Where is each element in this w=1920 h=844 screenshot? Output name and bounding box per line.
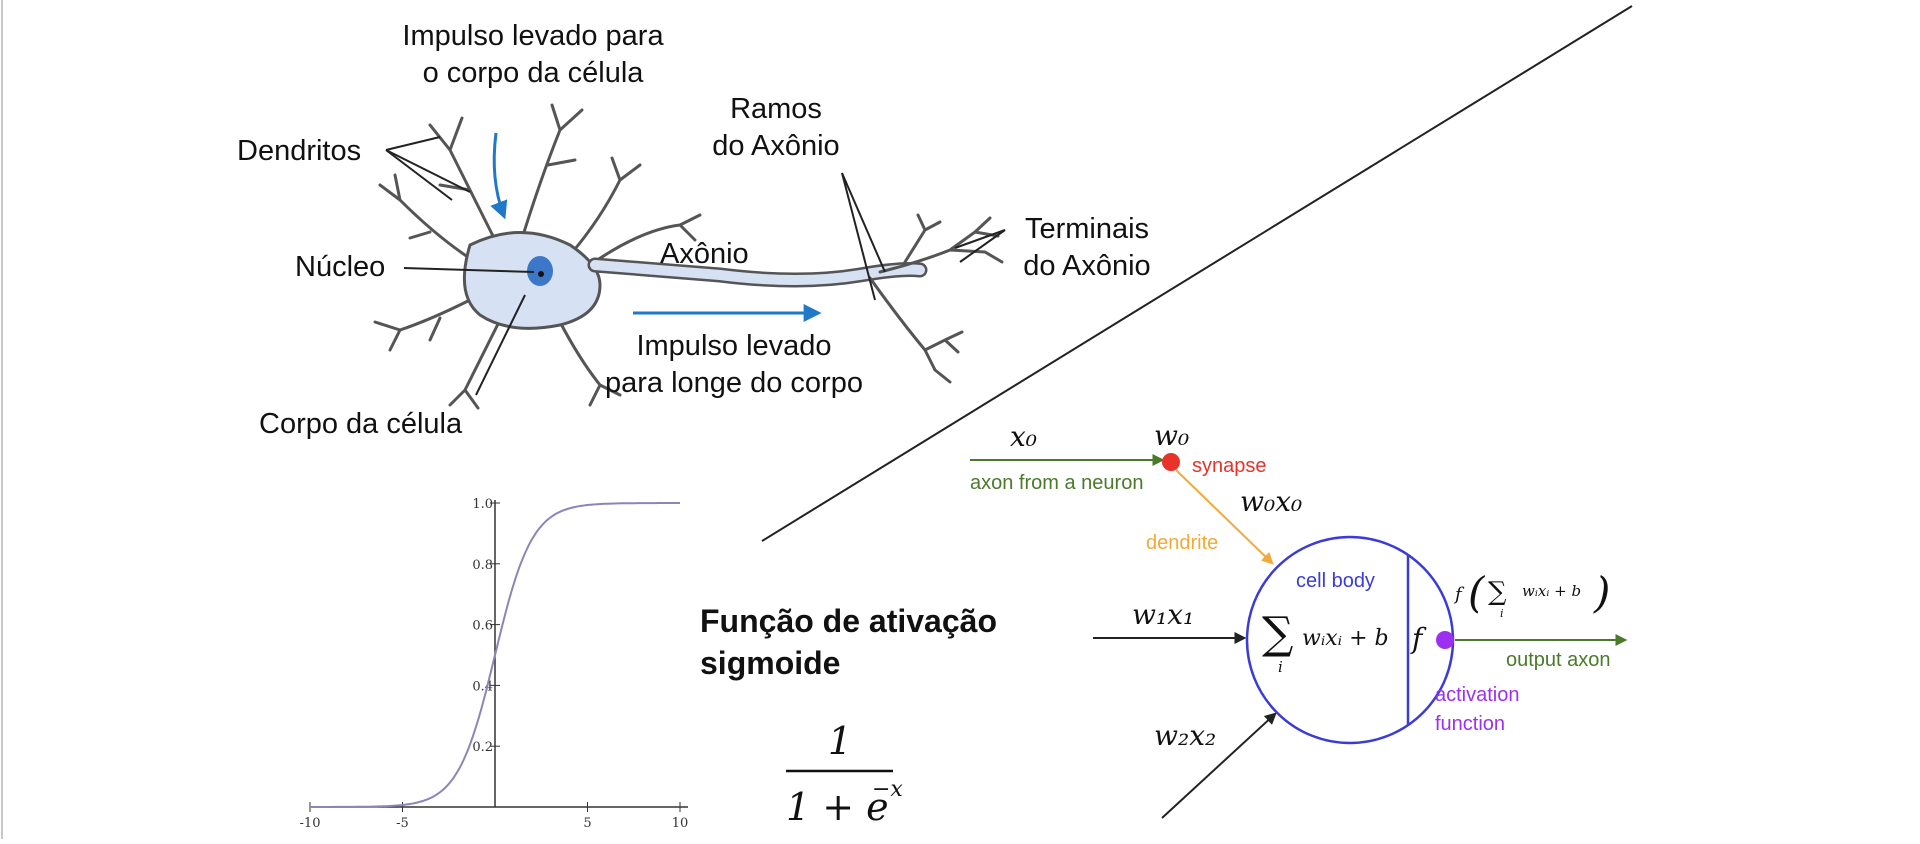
activation-f: f [1410,622,1427,655]
dendrites-label: Dendritos [237,135,361,167]
axon-terminals-label-2: do Axônio [1023,250,1150,282]
output-sum-symbol: ∑ [1488,577,1507,607]
formula-exponent: −x [872,777,903,802]
sum-symbol: ∑ [1262,608,1293,659]
x-tick-label: -10 [300,816,321,831]
label-x0: x₀ [1010,420,1037,453]
sigmoid-formula: 1 1 + e −x [786,719,903,829]
activation-dot [1436,631,1454,649]
label-w1x1: w₁x₁ [1132,598,1194,631]
nucleus-shape [527,256,553,286]
label-w2x2: w₂x₂ [1154,719,1216,752]
nucleus-label: Núcleo [295,251,385,283]
output-sum-index: i [1500,607,1504,620]
activation-function-label-2: function [1435,713,1505,735]
dendrite-line [1175,469,1274,565]
y-tick-label: 0.8 [472,558,493,573]
impulse-out-label-1: Impulso levado [636,330,831,362]
x-tick-label: 10 [672,816,689,831]
formula-numerator: 1 [828,719,852,763]
label-w0x0: w₀x₀ [1240,485,1302,518]
output-paren-left: ( [1468,568,1486,617]
sigmoid-chart: -10 -5 5 10 0.2 0.4 0.6 0.8 1.0 [300,497,689,831]
axon-branches-label-2: do Axônio [712,130,839,162]
activation-heading: Função de ativação sigmoide [700,600,997,684]
biological-neuron: Impulso levado para o corpo da célula De… [237,20,1151,440]
axon-label: Axônio [660,238,749,270]
y-tick-label: 0.2 [472,740,493,755]
activation-heading-line-1: Função de ativação [700,603,997,639]
output-axon-label: output axon [1506,649,1611,671]
y-tick-label: 0.4 [472,679,493,694]
dendrite-label: dendrite [1146,532,1218,554]
input-w2x2-line [1161,712,1277,819]
activation-function-label-1: activation [1435,684,1520,706]
artificial-neuron: x₀ w₀ w₀x₀ w₁x₁ w₂x₂ synapse axon from a… [970,419,1628,819]
synapse-dot [1162,453,1180,471]
impulse-out-label-2: para longe do corpo [605,367,863,399]
output-paren-right: ) [1593,568,1610,617]
x-tick-label: 5 [583,816,591,831]
cell-body-label: Corpo da célula [259,408,463,440]
impulse-in-arrow [490,132,508,220]
cell-body-label-en: cell body [1296,570,1375,592]
axon-terminals-label-1: Terminais [1025,213,1149,245]
impulse-in-label-2: o corpo da célula [423,57,645,89]
output-sum-expression: wᵢxᵢ + b [1522,582,1581,600]
sum-expression: wᵢxᵢ + b [1302,626,1389,651]
axon-branches-label-1: Ramos [730,93,822,125]
y-tick-label: 0.6 [472,619,493,634]
formula-denominator: 1 + e [786,785,889,829]
series-line-sigmoid [310,502,680,808]
y-tick-label: 1.0 [472,497,493,512]
output-f: f [1453,584,1465,605]
axon-from-neuron-label: axon from a neuron [970,472,1143,494]
sum-index: i [1278,658,1283,676]
x-tick-label: -5 [396,816,409,831]
diagonal-divider [761,5,1633,542]
synapse-label: synapse [1192,455,1267,477]
impulse-in-label-1: Impulso levado para [402,20,664,52]
label-w0: w₀ [1154,419,1189,452]
activation-heading-line-2: sigmoide [700,645,841,681]
